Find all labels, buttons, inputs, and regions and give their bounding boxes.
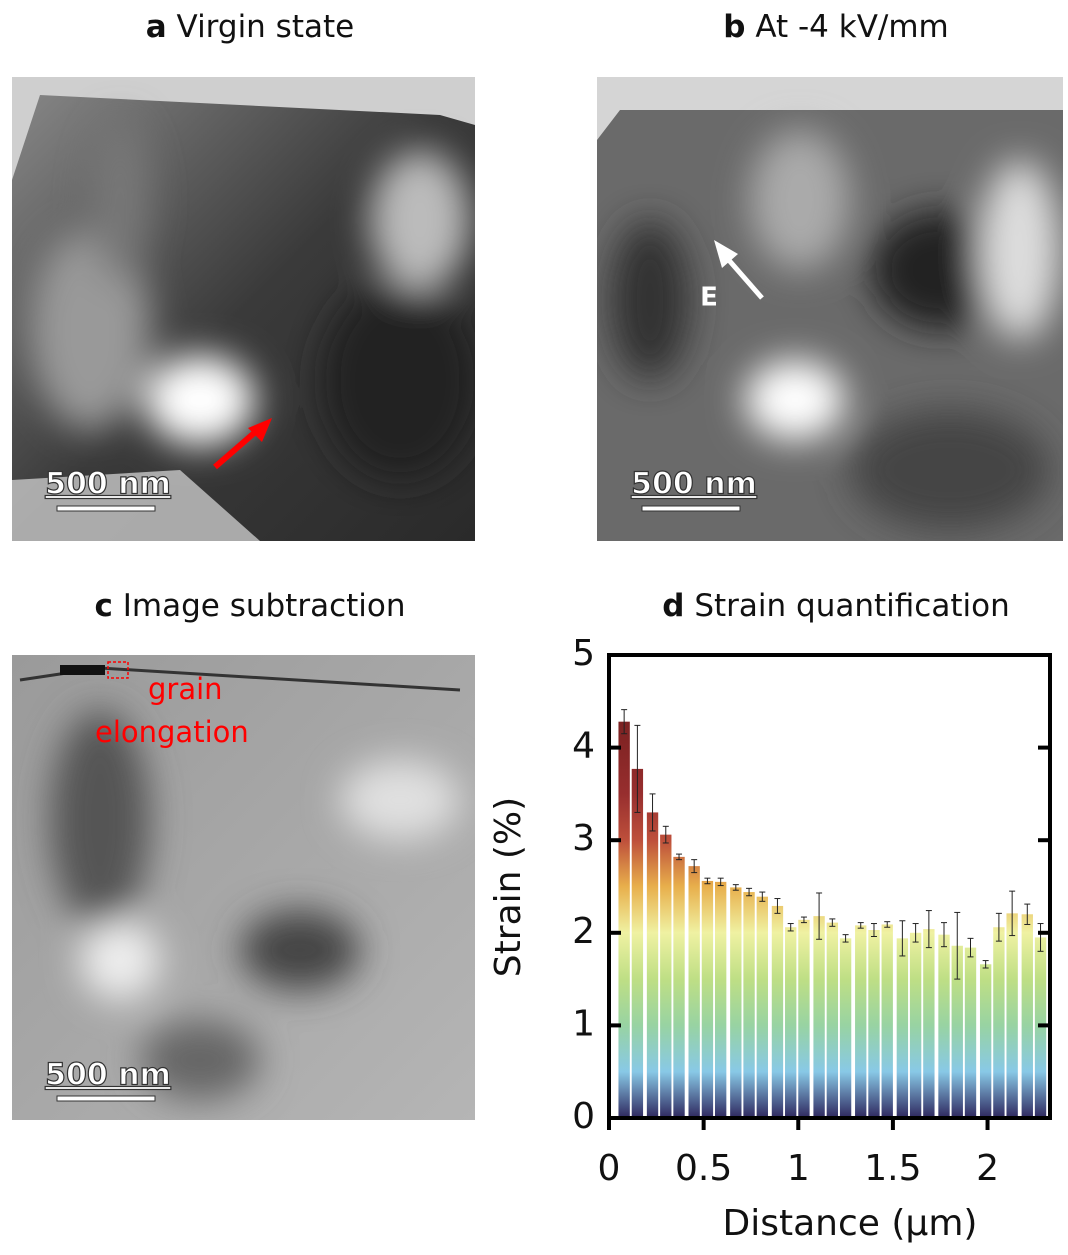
bar (688, 866, 699, 1118)
y-tick-label: 5 (572, 633, 595, 674)
y-axis-label: Strain (%) (488, 797, 529, 977)
y-tick-label: 1 (572, 1003, 595, 1044)
panel-title: c Image subtraction (95, 588, 406, 624)
bar (757, 897, 768, 1118)
chart-title-text: Strain quantification (694, 588, 1009, 624)
annotation: elongation (95, 715, 249, 749)
panel-title-text: Image subtraction (123, 588, 406, 624)
scale-bar-label: 500 nm (45, 467, 171, 502)
x-tick-label: 0 (598, 1148, 621, 1189)
bar (785, 927, 796, 1118)
x-tick-label: 0.5 (675, 1148, 732, 1189)
panel-letter: d (662, 588, 684, 624)
panel-title-text: Virgin state (177, 9, 355, 45)
bar (840, 938, 851, 1118)
bar (618, 722, 629, 1118)
x-axis-label: Distance (μm) (723, 1203, 978, 1244)
scale-bar (642, 506, 740, 511)
bar (660, 835, 671, 1118)
scale-bar-label: 500 nm (631, 467, 757, 502)
bar (702, 881, 713, 1118)
chart-title: d Strain quantification (662, 588, 1009, 624)
scale-bar (57, 1096, 155, 1101)
scale-bar-label: 500 nm (45, 1058, 171, 1093)
bar (632, 769, 643, 1118)
annotation: grain (148, 672, 223, 706)
bar (938, 935, 949, 1118)
bar (993, 927, 1004, 1118)
bar (965, 948, 976, 1118)
annotation: E (700, 283, 718, 313)
bar (730, 887, 741, 1118)
bar (855, 925, 866, 1118)
x-tick-label: 2 (976, 1148, 999, 1189)
x-tick-label: 1 (787, 1148, 810, 1189)
bar (1022, 914, 1033, 1118)
bar (827, 923, 838, 1118)
bar (980, 964, 991, 1118)
panel-letter: a (146, 9, 167, 45)
panel-letter: c (95, 588, 113, 624)
bar (868, 930, 879, 1118)
bar (1035, 937, 1046, 1118)
page: a Virgin state 500 nm b At -4 kV/mm E 5 (0, 0, 1068, 1255)
bar (1006, 913, 1017, 1118)
figure: a Virgin state 500 nm b At -4 kV/mm E 5 (0, 0, 1068, 1251)
bar (798, 920, 809, 1118)
panel-title-text: At -4 kV/mm (755, 9, 948, 45)
panel-title: b At -4 kV/mm (723, 9, 949, 45)
bar (923, 929, 934, 1118)
panel-title: a Virgin state (146, 9, 354, 45)
y-tick-label: 2 (572, 911, 595, 952)
bar (715, 882, 726, 1118)
bar (882, 924, 893, 1118)
panel-letter: b (723, 9, 745, 45)
x-tick-label: 1.5 (864, 1148, 921, 1189)
y-tick-label: 4 (572, 726, 595, 767)
bar (673, 857, 684, 1118)
y-tick-label: 0 (572, 1096, 595, 1137)
bar (743, 892, 754, 1118)
bar (647, 812, 658, 1118)
bar (910, 933, 921, 1118)
y-tick-label: 3 (572, 818, 595, 859)
bar (813, 916, 824, 1118)
scale-bar (57, 506, 155, 511)
bar (772, 906, 783, 1118)
bar (897, 938, 908, 1118)
